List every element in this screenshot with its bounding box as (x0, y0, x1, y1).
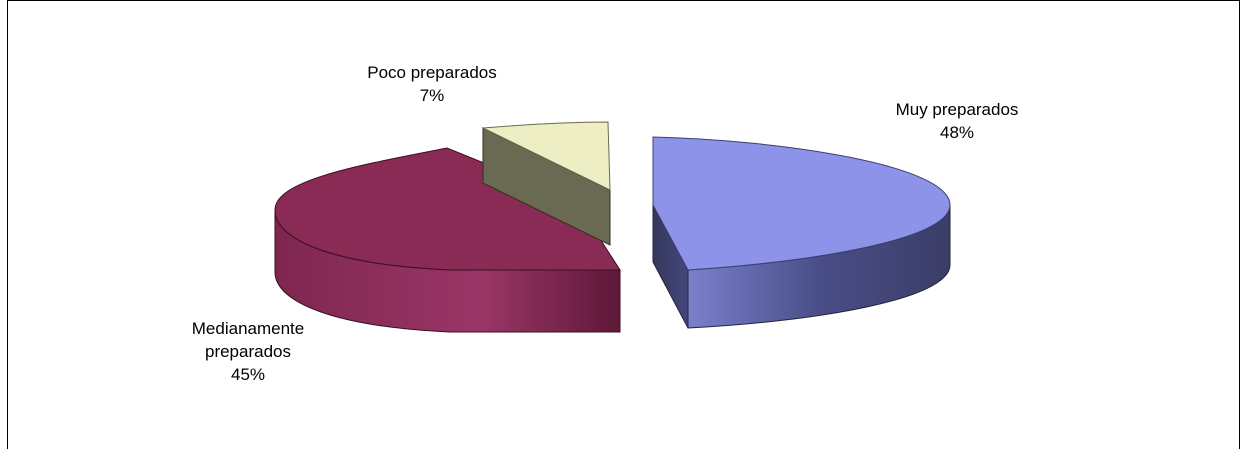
slice-muy-top (652, 136, 951, 271)
label-muy-name: Muy preparados (896, 100, 1019, 119)
label-medianamente-line1: Medianamente (192, 319, 304, 338)
label-medianamente-value: 45% (231, 365, 265, 384)
slice-poco-top (481, 121, 611, 191)
label-muy-value: 48% (940, 123, 974, 142)
slice-medianamente-top (274, 147, 621, 271)
chart-frame (7, 0, 1240, 449)
slice-muy-preparados (652, 136, 951, 329)
slice-poco-preparados (481, 121, 611, 246)
label-poco-value: 7% (420, 86, 445, 105)
label-medianamente-line2: preparados (205, 342, 291, 361)
slice-medianamente-preparados (274, 147, 621, 333)
label-poco-name: Poco preparados (367, 63, 496, 82)
